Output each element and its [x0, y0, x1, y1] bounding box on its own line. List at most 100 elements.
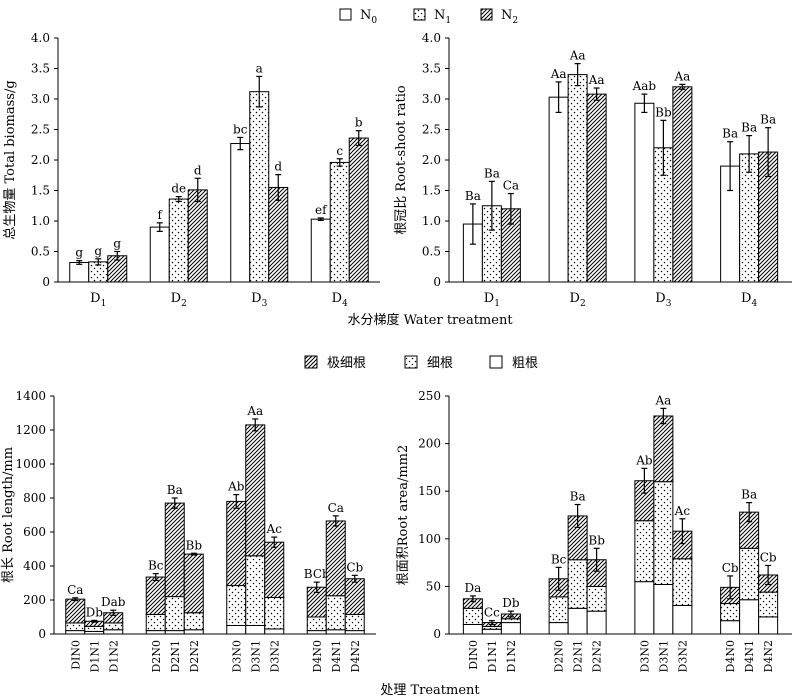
legend-swatch — [480, 8, 493, 21]
bar — [310, 218, 331, 283]
y-tick-label: 1400 — [15, 389, 46, 403]
y-tick-label: 1200 — [15, 423, 46, 437]
x-tick-label: D4N2 — [349, 640, 362, 672]
y-tick-label: 1000 — [15, 457, 46, 471]
bar-segment — [306, 616, 327, 632]
y-tick-label: 4.0 — [31, 31, 50, 45]
legend-label-sub: 0 — [371, 16, 377, 26]
data-label: Dab — [101, 595, 126, 609]
data-label: de — [171, 182, 186, 196]
x-tick-label: D1N1 — [486, 640, 499, 672]
bar-segment — [264, 596, 285, 630]
data-label: BCb — [304, 567, 330, 581]
y-tick-label: 400 — [23, 559, 46, 573]
bar — [739, 153, 760, 283]
x-tick-label-sub: 3 — [262, 299, 268, 309]
bar-segment — [325, 520, 346, 597]
data-label: g — [75, 246, 83, 260]
y-axis-label: 总生物量 Total biomass/g — [3, 80, 18, 239]
y-tick-label: 250 — [418, 389, 441, 403]
x-tick-label: DIN0 — [467, 640, 480, 670]
bar-segment — [344, 578, 365, 615]
data-label: Ba — [741, 121, 757, 135]
data-label: Aab — [632, 79, 657, 93]
bar-segment — [653, 415, 674, 483]
data-label: g — [113, 237, 121, 251]
x-tick-label-sub: 1 — [101, 299, 107, 309]
x-tick-label: D4N0 — [724, 640, 737, 672]
y-tick-label: 3.0 — [31, 92, 50, 106]
data-label: Cb — [760, 550, 777, 564]
data-label: c — [336, 144, 343, 158]
data-label: Ab — [635, 453, 653, 467]
y-axis-label: 根长 Root length/mm — [1, 447, 16, 583]
legend-label-base: N — [501, 8, 512, 23]
bar-segment — [164, 596, 185, 632]
legend-swatch — [339, 8, 352, 21]
y-tick-label: 1.0 — [31, 214, 50, 228]
data-label: Ac — [674, 504, 691, 518]
x-tick-label: D1 — [90, 291, 106, 309]
x-tick-label-sub: 1 — [494, 299, 500, 309]
data-label: Bb — [655, 105, 672, 119]
data-label: Bb — [186, 538, 203, 552]
panel-root-length: 0 200 400 600 800 1000 1200 1400 根长 Root length/… — [1, 389, 376, 672]
y-tick-label: 0 — [42, 275, 50, 289]
bar — [268, 186, 289, 283]
x-tick-label: D2N2 — [188, 640, 201, 672]
bar — [69, 261, 90, 283]
bar — [634, 102, 655, 283]
bar-segment — [653, 481, 674, 585]
x-tick-label-sub: 4 — [751, 299, 757, 309]
data-label: a — [256, 61, 263, 75]
bar-segment — [548, 622, 569, 635]
bar — [230, 143, 251, 283]
y-tick-label: 0 — [433, 275, 441, 289]
x-tick-label: DIN0 — [69, 640, 82, 670]
legend-bottom: 极细根 细根 粗根 — [304, 355, 538, 371]
bar-segment — [145, 630, 166, 635]
y-tick-label: 3.5 — [422, 62, 441, 76]
bar-segment — [462, 623, 483, 635]
bar-segment — [226, 625, 247, 635]
bar-segment — [344, 613, 365, 632]
x-tick-label: D3N2 — [676, 640, 689, 672]
y-tick-label: 0.5 — [422, 245, 441, 259]
bar — [329, 161, 350, 283]
bar-segment — [586, 610, 607, 635]
bar — [168, 198, 189, 283]
data-label: Ba — [722, 127, 738, 141]
x-tick-label-base: D — [655, 291, 665, 306]
x-tick-label: D2 — [171, 291, 187, 309]
data-label: Bc — [551, 552, 567, 566]
data-label: d — [194, 163, 202, 177]
y-tick-label: 50 — [426, 579, 441, 593]
y-axis-label: 根冠比 Root-shoot ratio — [394, 85, 409, 235]
bar-segment — [720, 620, 741, 635]
bar — [187, 189, 208, 283]
legend-label-sub: 1 — [445, 16, 451, 26]
bar-segment — [245, 424, 266, 557]
top-xlabel: 水分梯度 Water treatment — [347, 312, 513, 328]
y-tick-label: 800 — [23, 491, 46, 505]
y-tick-label: 3.5 — [31, 62, 50, 76]
legend-label: N2 — [501, 8, 518, 26]
x-tick-label: D1N2 — [107, 640, 120, 672]
y-tick-label: 1.5 — [31, 184, 50, 198]
bar-segment — [65, 630, 86, 635]
x-tick-label-sub: 2 — [181, 299, 187, 309]
x-tick-label: D4 — [332, 291, 348, 309]
data-label: Bb — [588, 533, 605, 547]
bar-segment — [739, 547, 760, 601]
bar-segment — [183, 612, 204, 631]
x-tick-label: D1 — [484, 291, 500, 309]
bar-segment — [145, 613, 166, 632]
y-tick-label: 100 — [418, 532, 441, 546]
data-label: Db — [502, 596, 520, 610]
data-label: Aa — [673, 69, 690, 83]
data-label: Cc — [484, 606, 500, 620]
bar-segment — [739, 599, 760, 635]
y-tick-label: 1.0 — [422, 214, 441, 228]
panel-root-shoot-ratio: 0 0.5 1.0 1.5 2.0 2.5 3.0 3.5 4.0 根冠比 Root-shoot … — [394, 31, 792, 309]
